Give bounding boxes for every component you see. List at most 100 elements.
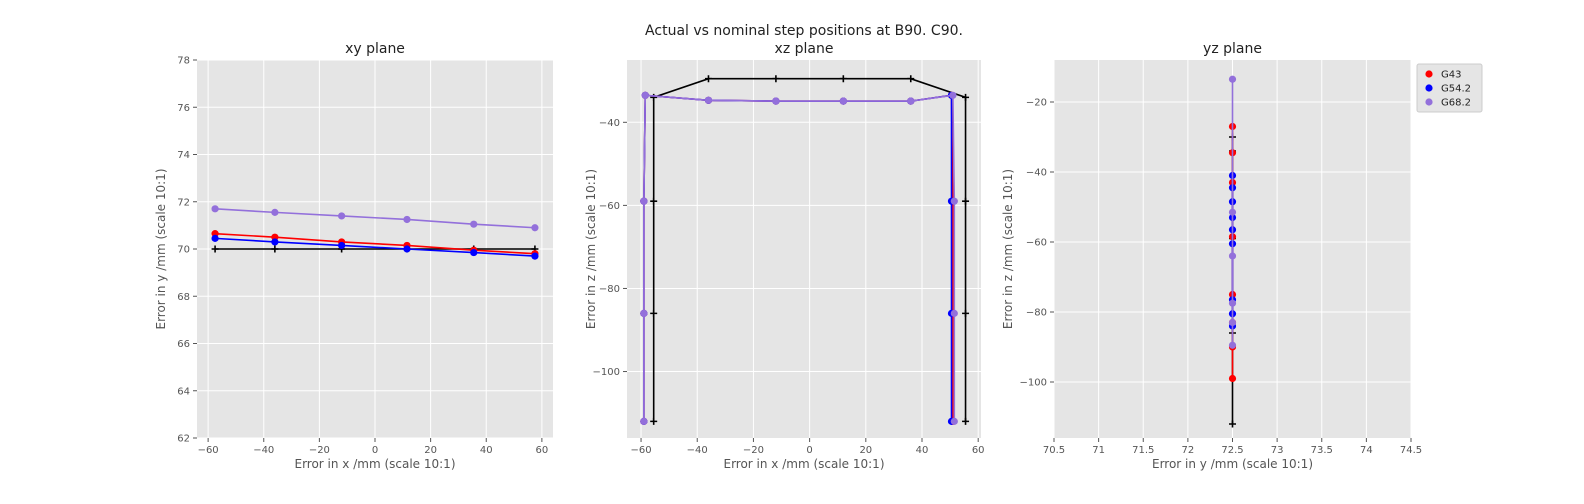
y-tick-label: 64: [177, 386, 190, 397]
y-tick-label: −80: [1026, 308, 1047, 319]
data-point-g54-2: [470, 248, 478, 257]
y-tick-label: −60: [599, 201, 620, 212]
y-tick-label: 72: [177, 197, 190, 208]
x-tick-label: 72: [1182, 445, 1195, 456]
y-tick-label: −100: [593, 367, 620, 378]
data-point-g68-2: [950, 417, 958, 425]
data-point-g68-2: [1228, 75, 1237, 83]
nominal-marker: [211, 245, 219, 253]
x-tick-label: 20: [859, 445, 872, 456]
nominal-marker: [839, 75, 847, 83]
y-tick-label: −100: [1020, 378, 1047, 389]
series-line-g68-2: [215, 208, 535, 229]
y-tick-label: 78: [177, 56, 190, 67]
x-tick-label: 60: [536, 445, 549, 456]
y-tick-label: 68: [177, 292, 190, 303]
nominal-marker: [962, 197, 970, 205]
legend: G43 G54.2 G68.2: [1416, 63, 1483, 113]
x-tick-label: 74.5: [1400, 445, 1422, 456]
x-tick-label: 71: [1092, 445, 1105, 456]
data-point-g68-2: [271, 208, 279, 216]
nominal-marker: [271, 245, 279, 253]
data-point-g43: [1228, 374, 1237, 383]
data-point-g68-2: [772, 97, 780, 105]
data-point-g68-2: [949, 91, 957, 99]
x-tick-label: −40: [687, 445, 708, 456]
y-tick-label: −20: [1026, 98, 1047, 109]
data-point-g68-2: [641, 91, 649, 99]
panel-1: −60 −40 −20 0 20 40 60 62 64 66 68 70 72 74 76 78 xy pla…: [154, 41, 553, 471]
data-point-g68-2: [704, 96, 713, 104]
nominal-marker: [962, 417, 970, 425]
x-axis-label: Error in y /mm (scale 10:1): [1152, 457, 1313, 471]
y-axis-label: Error in z /mm (scale 10:1): [584, 169, 598, 329]
nominal-line: [652, 77, 967, 422]
nominal-marker: [1229, 420, 1236, 428]
legend-marker: [1425, 70, 1433, 78]
figure-title: Actual vs nominal step positions at B90.…: [645, 23, 963, 39]
x-tick-label: 73.5: [1311, 445, 1333, 456]
x-axis-label: Error in x /mm (scale 10:1): [294, 457, 455, 471]
x-tick-label: 40: [480, 445, 493, 456]
nominal-marker: [772, 75, 780, 83]
nominal-marker: [962, 309, 970, 317]
data-point-g54-2: [271, 238, 279, 246]
data-point-g68-2: [950, 197, 958, 205]
data-point-g68-2: [470, 220, 478, 228]
legend-marker: [1425, 84, 1433, 92]
data-point-g54-2: [338, 241, 346, 250]
x-tick-label: 70.5: [1043, 445, 1065, 456]
panel-title: xy plane: [345, 41, 405, 57]
series-line-g54-2: [215, 237, 535, 257]
x-tick-label: −60: [630, 445, 651, 456]
panels: −60 −40 −20 0 20 40 60 62 64 66 68 70 72 74 76 78 xy pla…: [154, 41, 1422, 471]
x-tick-label: 0: [372, 445, 378, 456]
x-axis-label: Error in x /mm (scale 10:1): [723, 457, 884, 471]
plot-area: [627, 60, 981, 438]
data-point-g68-2: [531, 224, 539, 232]
data-point-g68-2: [211, 205, 219, 213]
data-point-g68-2: [839, 97, 847, 105]
y-axis-label: Error in y /mm (scale 10:1): [154, 168, 168, 329]
legend-label: G68.2: [1441, 98, 1471, 109]
data-point-g54-2: [403, 245, 411, 253]
x-tick-label: −40: [253, 445, 274, 456]
data-point-g54-2: [211, 234, 219, 242]
data-point-g68-2: [1228, 208, 1237, 216]
data-point-g68-2: [640, 197, 648, 205]
y-tick-label: 74: [177, 150, 190, 161]
y-axis-label: Error in z /mm (scale 10:1): [1001, 169, 1015, 329]
data-point-g68-2: [950, 309, 958, 317]
x-tick-label: 60: [972, 445, 985, 456]
data-point-g68-2: [1228, 318, 1237, 327]
nominal-marker: [650, 197, 658, 205]
x-tick-label: −20: [309, 445, 330, 456]
data-point-g68-2: [338, 212, 346, 220]
data-point-g68-2: [403, 215, 411, 224]
data-point-g68-2: [640, 417, 648, 425]
data-point-g68-2: [640, 309, 648, 317]
legend-label: G54.2: [1441, 84, 1471, 95]
nominal-marker: [907, 75, 915, 83]
x-tick-label: 71.5: [1132, 445, 1154, 456]
x-tick-label: 0: [806, 445, 812, 456]
panel-3: 70.5 71 71.5 72 72.5 73 73.5 74 74.5 −100 −80 −60 −4…: [1001, 41, 1422, 471]
y-tick-label: 66: [177, 339, 190, 350]
data-point-g54-2: [531, 252, 539, 260]
x-tick-label: −60: [198, 445, 219, 456]
series-line-g68-2: [643, 94, 956, 422]
nominal-marker: [962, 93, 970, 101]
data-point-g68-2: [1228, 341, 1237, 349]
nominal-marker: [650, 309, 658, 317]
data-point-g68-2: [907, 97, 915, 105]
x-tick-label: 73: [1271, 445, 1284, 456]
panel-title: yz plane: [1203, 41, 1262, 57]
panel-title: xz plane: [775, 41, 834, 57]
x-tick-label: 74: [1360, 445, 1373, 456]
data-point-g68-2: [1228, 299, 1237, 307]
nominal-marker: [650, 417, 658, 425]
y-tick-label: −80: [599, 284, 620, 295]
x-tick-label: 20: [424, 445, 437, 456]
data-point-g68-2: [1228, 252, 1237, 260]
